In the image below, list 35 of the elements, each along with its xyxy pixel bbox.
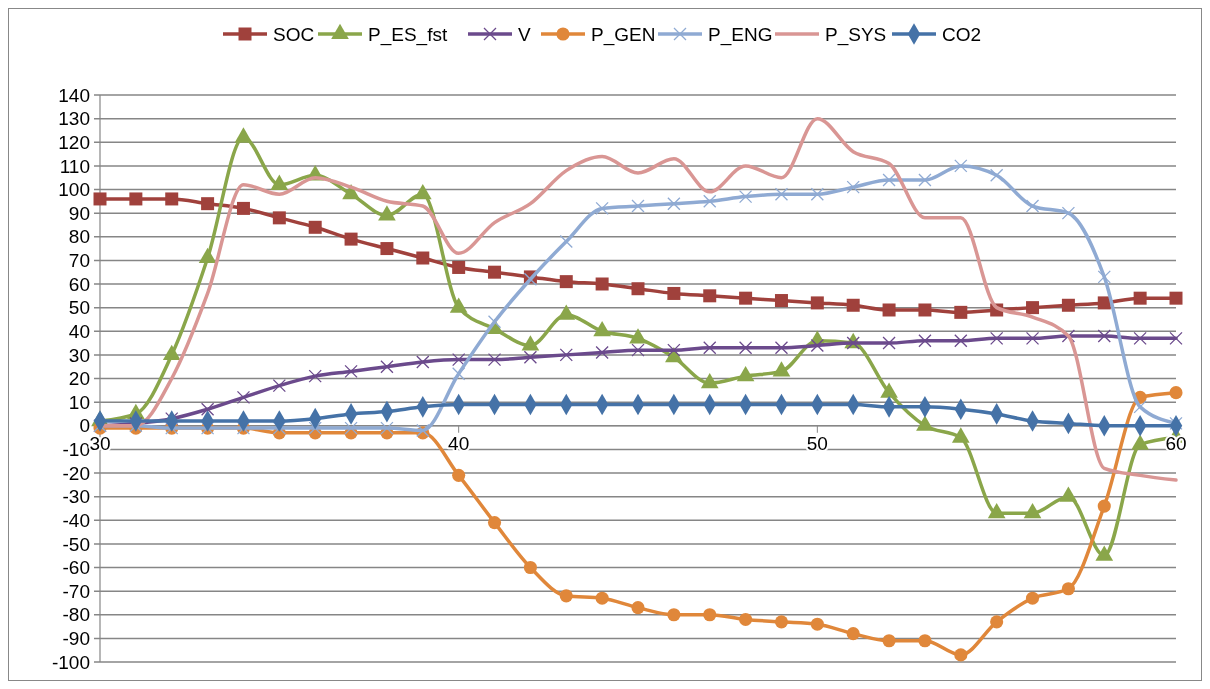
- y-tick-label: 130: [58, 108, 90, 130]
- y-tick-label: -20: [62, 462, 90, 484]
- y-tick-label: 110: [59, 155, 90, 177]
- legend-label: CO2: [942, 23, 982, 45]
- y-tick-label: 30: [68, 344, 90, 366]
- legend-label: P_ENG: [708, 23, 773, 46]
- x-tick-label: 30: [89, 432, 111, 454]
- y-tick-label: 100: [58, 179, 90, 201]
- y-tick-label: -70: [62, 580, 90, 602]
- y-tick-label: -100: [51, 651, 90, 673]
- y-tick-label: 60: [68, 273, 90, 295]
- legend-label: V: [518, 23, 531, 45]
- y-tick-label: 20: [68, 368, 90, 390]
- y-tick-label: 10: [68, 391, 90, 413]
- y-tick-label: -80: [62, 604, 90, 626]
- y-tick-label: -10: [62, 439, 90, 461]
- legend-label: SOC: [273, 23, 315, 45]
- y-tick-label: 0: [79, 415, 90, 437]
- legend-label: P_ES_fst: [368, 23, 448, 46]
- y-tick-label: 120: [58, 131, 90, 153]
- y-tick-label: 80: [68, 226, 90, 248]
- legend-label: P_GEN: [591, 23, 656, 46]
- y-tick-label: 140: [58, 84, 90, 106]
- y-tick-label: -60: [62, 557, 90, 579]
- y-tick-label: 70: [68, 250, 90, 272]
- legend-label: P_SYS: [825, 23, 887, 46]
- y-tick-label: -30: [62, 486, 90, 508]
- y-tick-label: 40: [68, 320, 90, 342]
- y-tick-label: 50: [68, 297, 90, 319]
- y-tick-label: 90: [68, 202, 90, 224]
- x-tick-label: 40: [448, 432, 470, 454]
- y-tick-label: -90: [62, 628, 90, 650]
- y-tick-label: -40: [62, 509, 90, 531]
- y-tick-label: -50: [62, 533, 90, 555]
- x-tick-label: 50: [806, 432, 828, 454]
